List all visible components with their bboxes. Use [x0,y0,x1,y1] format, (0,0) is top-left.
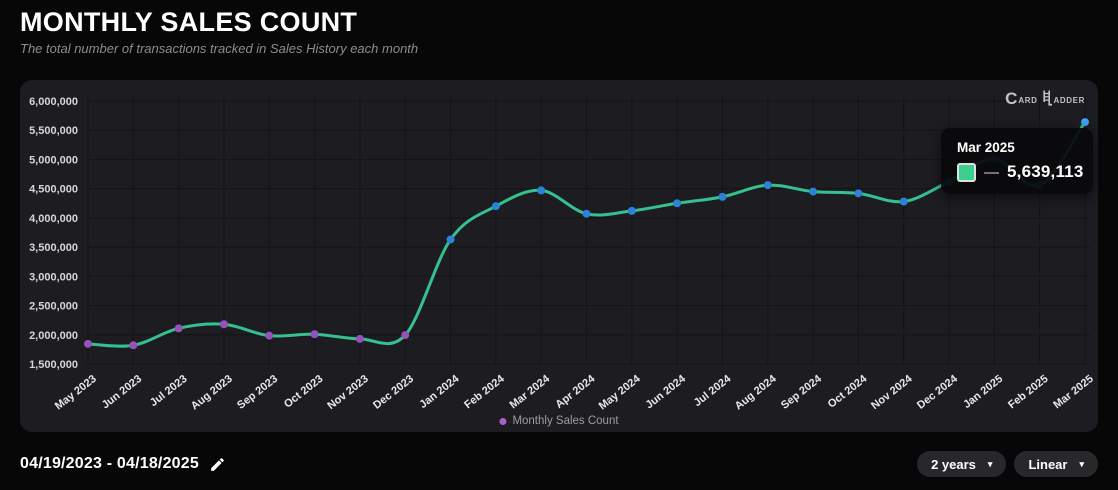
x-tick-label: Apr 2024 [553,372,598,411]
data-point[interactable] [537,186,546,195]
data-point[interactable] [174,324,183,333]
y-tick-label: 5,500,000 [29,125,78,137]
monthly-sales-line-chart: 1,500,000 2,000,000 2,500,000 3,000,000 3,50… [29,94,1096,413]
data-point[interactable] [129,341,138,350]
x-tick-label: Jan 2024 [417,372,462,411]
y-tick-label: 4,000,000 [29,213,78,225]
page-title: MONTHLY SALES COUNT [20,7,358,37]
cardladder-ard-text: ARD [1018,95,1038,105]
cardladder-adder-text: ADDER [1053,95,1085,105]
edit-date-range-button[interactable] [209,456,226,473]
pencil-icon [211,457,224,471]
y-tick-label: 5,000,000 [29,154,78,166]
tooltip-series-swatch [957,162,976,182]
x-tick-label: Dec 2023 [371,373,416,412]
scale-select-label: Linear [1028,456,1068,472]
data-point[interactable] [899,197,908,206]
data-point[interactable] [446,235,455,244]
x-tick-label: Feb 2025 [1006,373,1050,411]
data-point[interactable] [809,187,818,196]
y-tick-label: 3,500,000 [29,242,78,254]
x-tick-label: Feb 2024 [462,372,507,411]
x-tick-label: Oct 2023 [282,373,326,411]
tooltip-date: Mar 2025 [957,140,1015,155]
date-range: 04/19/2023 - 04/18/2025 [20,455,226,473]
y-tick-label: 4,500,000 [29,184,78,196]
x-tick-label: Aug 2024 [733,372,780,412]
data-point[interactable] [310,330,319,339]
cardladder-c-glyph: C [1005,89,1018,108]
tooltip-dash: — [984,163,999,181]
chevron-down-icon: ▾ [987,458,993,469]
tooltip-value-row: — 5,639,113 [957,162,1093,182]
legend-label: Monthly Sales Count [512,415,619,427]
scale-select-button[interactable]: Linear ▾ [1014,451,1098,477]
data-point[interactable] [219,320,228,329]
x-tick-label: Dec 2024 [915,372,961,411]
data-point[interactable] [718,192,727,201]
range-select-button[interactable]: 2 years ▾ [917,451,1007,477]
page-header: MONTHLY SALES COUNT The total number of … [20,6,418,56]
y-tick-label: 2,000,000 [29,330,78,342]
x-tick-label: Nov 2024 [869,372,915,412]
chevron-down-icon: ▾ [1079,458,1084,469]
x-tick-label: Oct 2024 [826,372,870,410]
data-point[interactable] [491,202,500,211]
range-select-label: 2 years [931,456,976,472]
chart-tooltip: Mar 2025 — 5,639,113 [941,128,1093,194]
footer-bar: 04/19/2023 - 04/18/2025 2 years ▾ Linear… [0,449,1118,479]
y-tick-label: 1,500,000 [29,359,78,371]
x-tick-label: Mar 2025 [1051,373,1095,411]
data-point[interactable] [854,189,863,198]
page-subtitle: The total number of transactions tracked… [20,41,419,56]
cardladder-logo: C ARD ADDER [1005,90,1086,107]
ladder-icon [1042,90,1052,106]
y-tick-label: 6,000,000 [29,96,78,108]
data-point[interactable] [355,334,364,343]
date-range-text: 04/19/2023 - 04/18/2025 [20,455,199,472]
y-tick-label: 2,500,000 [29,301,78,313]
x-tick-label: Jun 2024 [643,372,688,411]
x-tick-label: Jan 2025 [961,373,1005,411]
data-point[interactable] [627,206,636,215]
data-point[interactable] [401,331,410,340]
legend-dot-icon [499,417,507,425]
x-tick-label: Mar 2024 [508,372,553,411]
y-tick-label: 3,000,000 [29,271,78,283]
x-tick-label: Jul 2023 [148,373,190,409]
x-tick-label: May 2023 [53,373,99,413]
x-tick-label: Jul 2024 [692,372,734,409]
data-point[interactable] [582,209,591,218]
x-tick-label: Sep 2024 [779,372,825,411]
chart-panel: 1,500,000 2,000,000 2,500,000 3,000,000 3,50… [20,80,1098,432]
x-tick-label: Sep 2023 [235,373,280,412]
data-point[interactable] [763,181,772,190]
x-tick-label: May 2024 [597,372,644,412]
chart-legend-item[interactable]: Monthly Sales Count [499,415,619,427]
data-point[interactable] [673,199,682,208]
x-tick-label: Aug 2023 [189,373,235,413]
x-tick-label: Nov 2023 [325,373,370,412]
chart-controls: 2 years ▾ Linear ▾ [917,451,1098,477]
tooltip-value: 5,639,113 [1007,162,1084,181]
data-point[interactable] [84,339,92,348]
data-point[interactable] [1081,118,1089,127]
x-tick-label: Jun 2023 [100,373,144,411]
data-point[interactable] [265,331,274,340]
